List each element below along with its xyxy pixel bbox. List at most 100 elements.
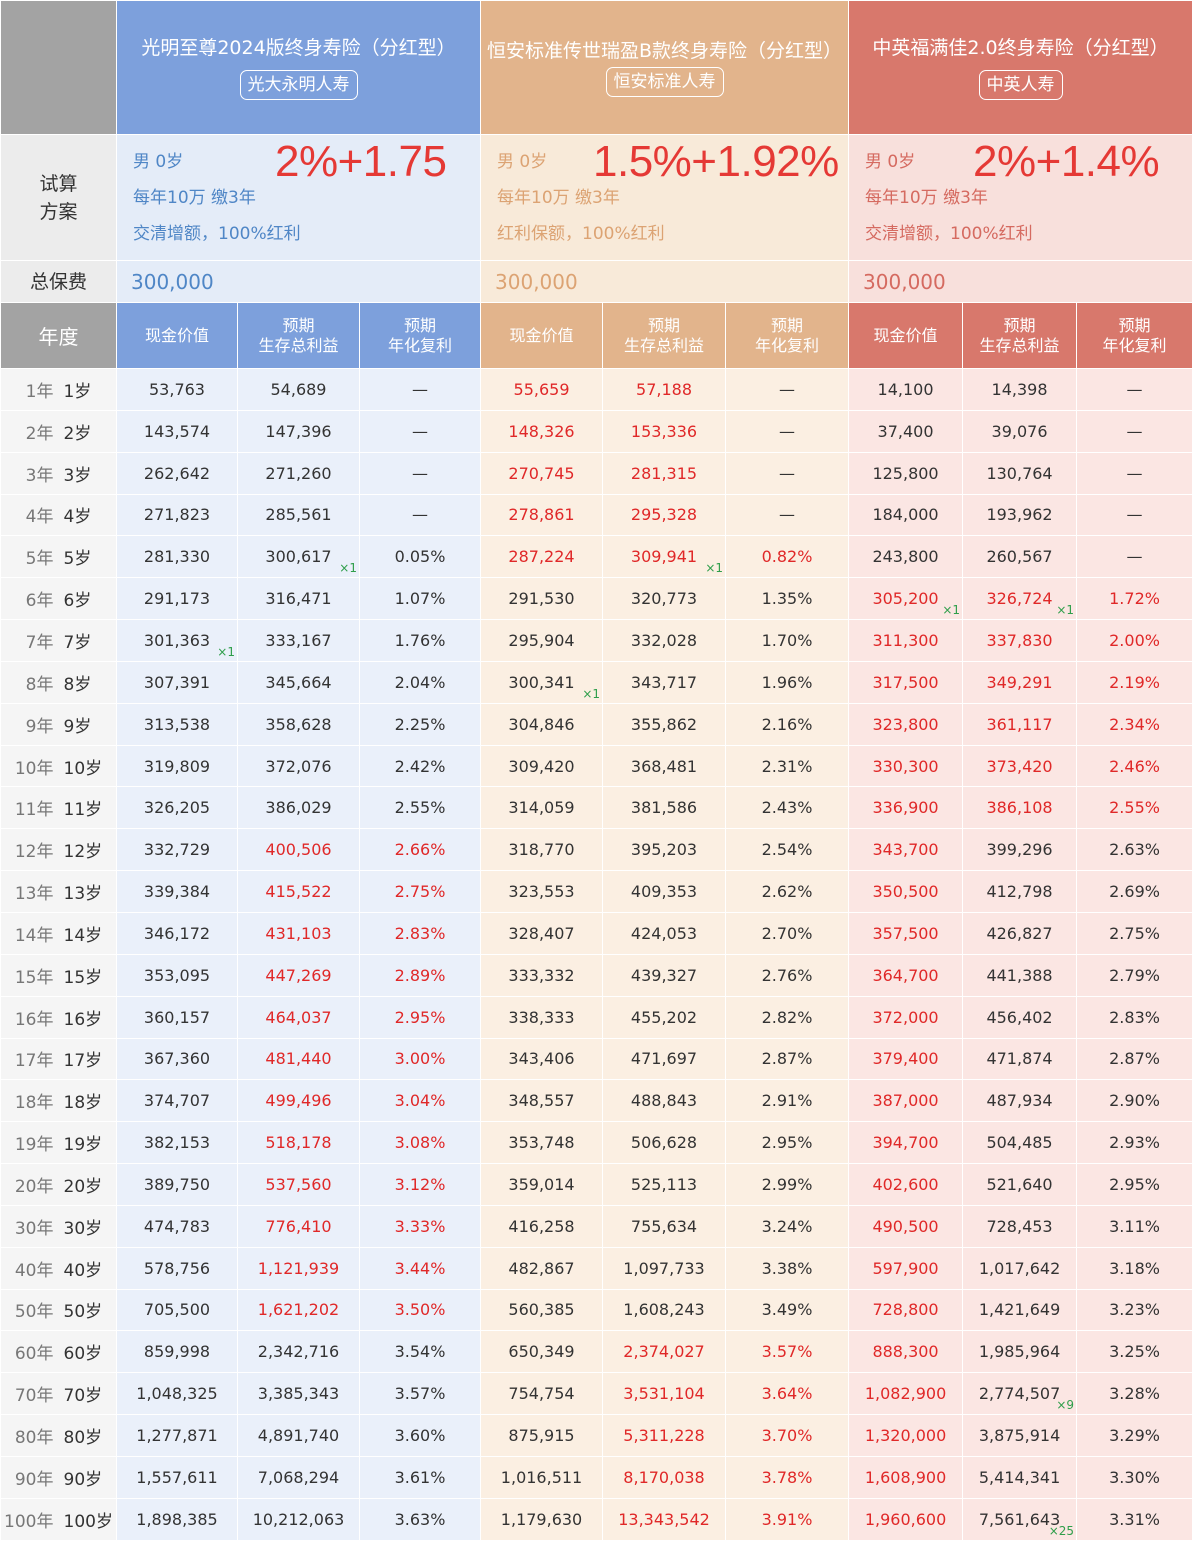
data-cell: 2.62% xyxy=(725,870,850,913)
data-cell: 3.24% xyxy=(725,1204,850,1248)
data-cell: 130,764 xyxy=(962,451,1078,495)
cell-value: 332,028 xyxy=(630,630,698,650)
data-cell: 2.04% xyxy=(358,660,482,704)
cell-value: 2.89% xyxy=(394,965,446,985)
year-age-cell: 3年 3岁 xyxy=(0,451,117,495)
company-badge: 中英人寿 xyxy=(978,69,1063,100)
age-label: 4岁 xyxy=(63,507,92,528)
cell-value: 373,420 xyxy=(986,756,1053,776)
year-age-cell: 20年 20岁 xyxy=(0,1163,117,1206)
cell-value: 353,748 xyxy=(508,1133,575,1153)
data-cell: 291,530 xyxy=(480,577,604,621)
data-cell: 326,724 ×1 xyxy=(962,577,1078,621)
cell-value: 337,830 xyxy=(986,630,1053,650)
data-cell: 1,421,649 xyxy=(962,1288,1078,1332)
data-cell: 2.95% xyxy=(725,1121,850,1165)
data-cell: 184,000 xyxy=(848,493,964,537)
data-cell: 260,567 xyxy=(962,535,1078,579)
cell-value: 5,311,228 xyxy=(623,1426,705,1446)
data-cell: 3.23% xyxy=(1076,1288,1192,1332)
cell-value: 372,000 xyxy=(872,1007,939,1027)
year-label: 17年 xyxy=(14,1051,54,1072)
cell-value: 271,823 xyxy=(143,505,211,525)
data-cell: 2.54% xyxy=(725,828,850,872)
data-cell: 2.16% xyxy=(725,702,850,746)
data-cell: 39,076 xyxy=(962,409,1078,453)
data-cell: 389,750 xyxy=(116,1163,238,1206)
data-cell: 333,167 xyxy=(237,619,360,662)
multiplier-mark: ×25 xyxy=(1048,1523,1075,1538)
data-cell: 3.11% xyxy=(1076,1204,1192,1248)
cell-value: 1.07% xyxy=(394,589,446,609)
data-cell: 3.18% xyxy=(1076,1246,1192,1290)
data-cell: 399,296 xyxy=(962,828,1078,872)
cell-value: 1,017,642 xyxy=(978,1258,1061,1278)
year-label: 16年 xyxy=(14,1009,54,1030)
data-cell: 281,315 xyxy=(602,451,727,495)
age-label: 1岁 xyxy=(63,381,92,402)
cell-value: 8,170,038 xyxy=(623,1467,705,1487)
table-row: 90年 90岁 1,557,611 7,068,294 3.61% 1,016,511 8,… xyxy=(0,1455,1192,1499)
cell-value: 346,172 xyxy=(143,923,211,943)
data-cell: 54,689 xyxy=(237,368,360,411)
year-label: 9年 xyxy=(25,716,54,737)
cell-value: 3.44% xyxy=(394,1258,446,1278)
cell-value: 332,729 xyxy=(143,840,211,860)
data-cell: 1.07% xyxy=(358,577,482,621)
cell-value: 426,827 xyxy=(986,923,1053,943)
data-cell: 3.28% xyxy=(1076,1372,1192,1416)
cell-value: 328,407 xyxy=(508,923,575,943)
data-cell: 3.44% xyxy=(358,1246,482,1290)
table-row: 100年 100岁 1,898,385 10,212,063 3.63% 1,179,63… xyxy=(0,1497,1192,1541)
cell-value: 2.79% xyxy=(1109,965,1160,985)
year-age-cell: 60年 60岁 xyxy=(0,1330,117,1374)
cell-value: 1,608,243 xyxy=(623,1300,705,1320)
data-cell: 447,269 xyxy=(237,953,360,997)
cell-value: 3.28% xyxy=(1109,1384,1160,1404)
cell-value: 537,560 xyxy=(265,1174,332,1194)
data-cell: 2.34% xyxy=(1076,702,1192,746)
data-cell: 358,628 xyxy=(237,702,360,746)
data-cell: 14,100 xyxy=(848,368,964,411)
data-cell: 14,398 xyxy=(962,368,1078,411)
data-cell: 2.63% xyxy=(1076,828,1192,872)
cell-value: 333,332 xyxy=(508,965,575,985)
year-label: 80年 xyxy=(14,1428,54,1449)
cell-value: 39,076 xyxy=(991,421,1048,441)
cell-value: 394,700 xyxy=(872,1133,939,1153)
data-cell: 395,203 xyxy=(602,828,727,872)
cell-value: 285,561 xyxy=(265,505,332,525)
cell-value: 326,724 xyxy=(986,589,1053,609)
cell-value: 323,800 xyxy=(872,714,939,734)
year-age-cell: 13年 13岁 xyxy=(0,870,117,913)
cell-value: 386,029 xyxy=(265,798,332,818)
table-row: 8年 8岁 307,391 345,664 2.04% 300,341 ×1 343,717 1… xyxy=(0,660,1192,704)
cell-value: 358,628 xyxy=(265,714,332,734)
data-cell: 0.82% xyxy=(725,535,850,579)
data-cell: 147,396 xyxy=(237,409,360,453)
data-cell: 490,500 xyxy=(848,1204,964,1248)
year-age-cell: 16年 16岁 xyxy=(0,995,117,1039)
cell-value: 439,327 xyxy=(630,965,698,985)
data-cell: 1,121,939 xyxy=(237,1246,360,1290)
cell-value: 2.99% xyxy=(761,1174,813,1194)
cell-value: 395,203 xyxy=(630,840,698,860)
data-cell: 705,500 xyxy=(116,1288,238,1332)
col-annual-irr: 预期 年化复利 xyxy=(358,302,482,369)
data-cell: 3.64% xyxy=(725,1372,850,1416)
data-cell: 1,082,900 xyxy=(848,1372,964,1416)
cell-value: 300,341 xyxy=(508,672,575,692)
cell-value: 1,608,900 xyxy=(864,1467,947,1487)
data-cell: 2.69% xyxy=(1076,870,1192,913)
data-cell: 1,016,511 xyxy=(480,1455,604,1499)
plan-rate: 2%+1.4% xyxy=(973,137,1160,186)
data-cell: 1,320,000 xyxy=(848,1414,964,1457)
data-cell: 400,506 xyxy=(237,828,360,872)
cell-value: 372,076 xyxy=(265,756,332,776)
cell-value: 3.12% xyxy=(394,1174,446,1194)
cell-value: 361,117 xyxy=(986,714,1053,734)
data-cell: — xyxy=(1076,493,1192,537)
data-cell: 2.75% xyxy=(1076,911,1192,955)
year-age-cell: 7年 7岁 xyxy=(0,619,117,662)
age-label: 19岁 xyxy=(63,1135,103,1156)
